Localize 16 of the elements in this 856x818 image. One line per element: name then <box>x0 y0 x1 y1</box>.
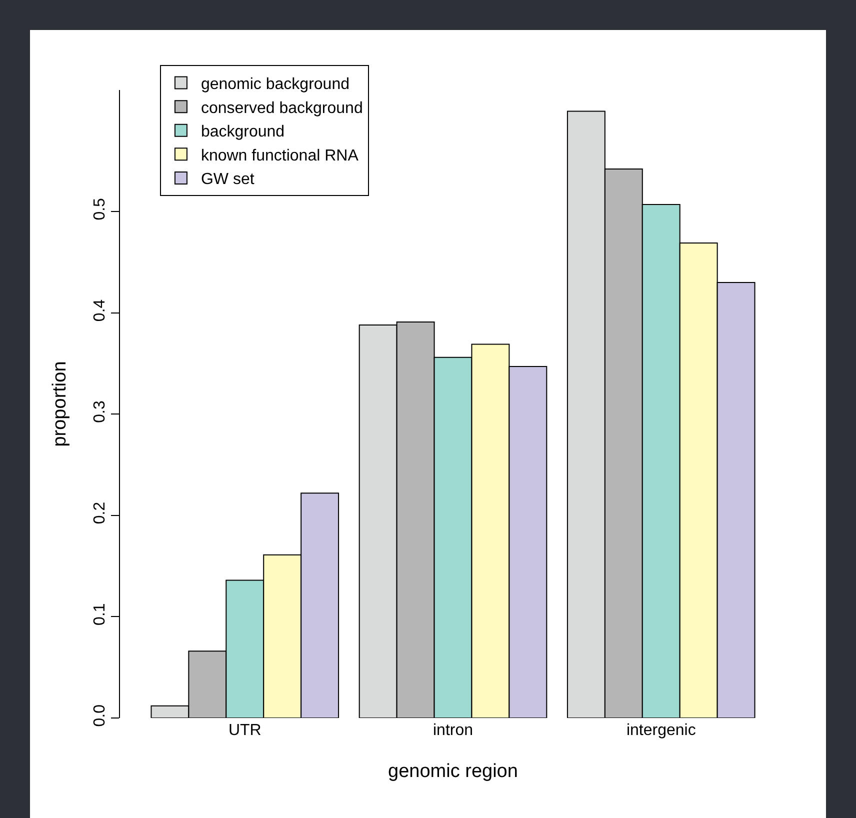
legend-label: genomic background <box>200 76 350 94</box>
y-tick-label: 0.0 <box>92 704 109 727</box>
x-tick-label: intron <box>432 722 474 739</box>
legend-label: GW set <box>200 171 255 188</box>
legend-label: conserved background <box>200 100 363 117</box>
y-tick-label: 0.2 <box>92 502 109 524</box>
y-tick-label: 0.3 <box>92 400 109 423</box>
y-tick-label: 0.4 <box>92 299 109 322</box>
y-tick-label: 0.5 <box>92 198 109 220</box>
x-tick-label: intergenic <box>626 722 696 739</box>
x-tick-label: UTR <box>228 722 262 739</box>
y-tick-label: 0.1 <box>92 603 109 626</box>
x-axis-title: genomic region <box>388 760 518 782</box>
y-axis-title: proportion <box>49 361 70 447</box>
legend-label: background <box>200 124 285 141</box>
legend-label: known functional RNA <box>200 147 359 164</box>
